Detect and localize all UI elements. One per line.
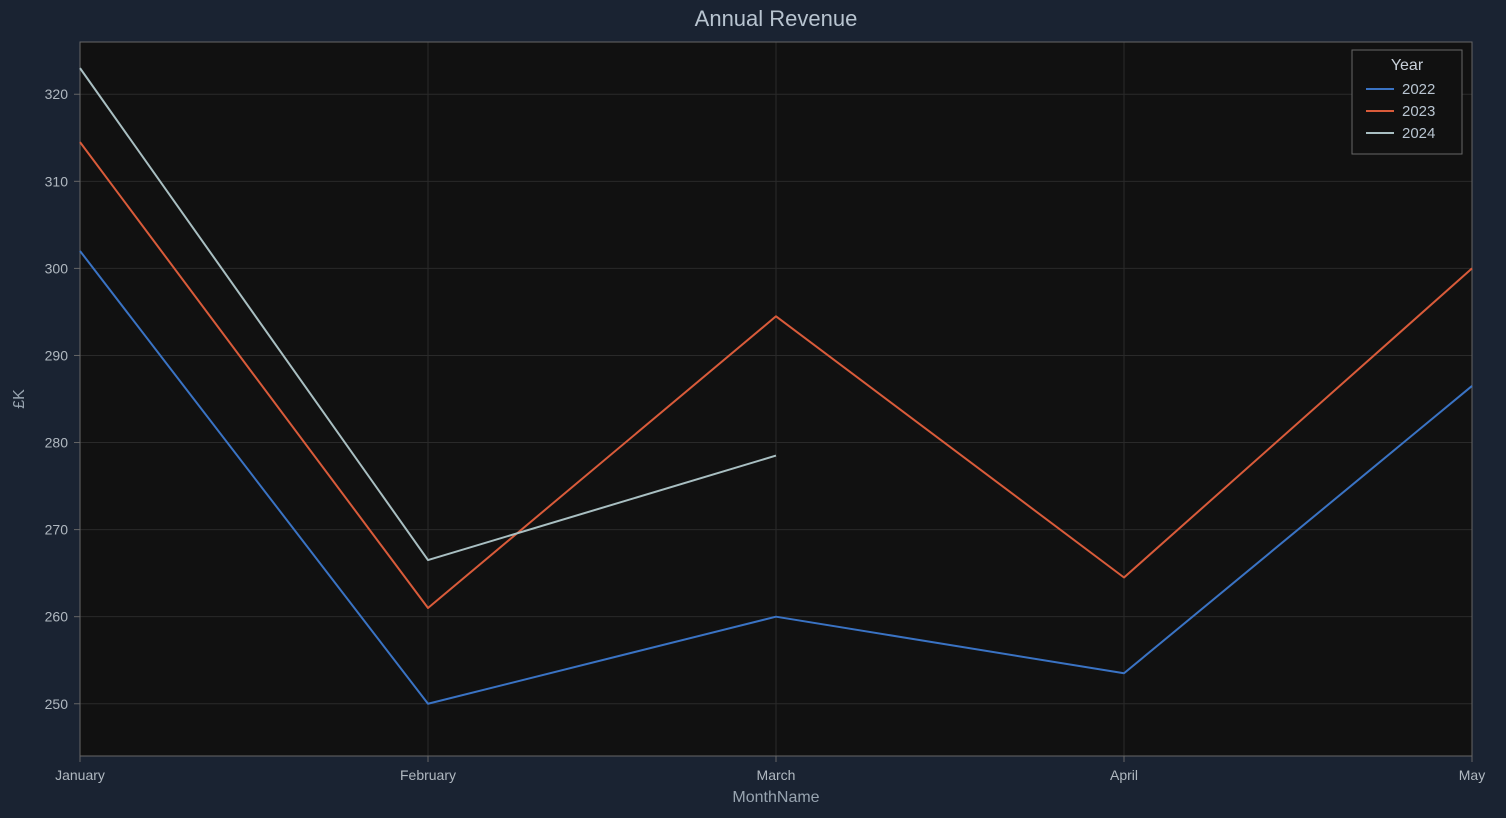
y-tick-label: 310 — [45, 173, 69, 189]
x-tick-label: January — [55, 767, 105, 783]
x-tick-label: March — [757, 767, 796, 783]
x-axis-label: MonthName — [732, 789, 819, 806]
y-tick-label: 260 — [45, 609, 69, 625]
y-tick-label: 290 — [45, 347, 69, 363]
x-tick-label: April — [1110, 767, 1138, 783]
y-tick-label: 320 — [45, 86, 69, 102]
legend-item-label: 2022 — [1402, 81, 1435, 98]
x-tick-label: February — [400, 767, 456, 783]
legend-item-label: 2023 — [1402, 103, 1435, 120]
chart-title: Annual Revenue — [695, 6, 858, 31]
y-tick-label: 280 — [45, 435, 69, 451]
x-tick-label: May — [1459, 767, 1485, 783]
legend: Year 2022 2023 2024 — [1352, 50, 1462, 154]
y-tick-label: 250 — [45, 696, 69, 712]
y-tick-label: 300 — [45, 260, 69, 276]
y-axis-label: £K — [11, 389, 28, 409]
y-tick-label: 270 — [45, 522, 69, 538]
legend-item-label: 2024 — [1402, 125, 1435, 142]
legend-title: Year — [1391, 57, 1424, 74]
revenue-line-chart: 250 260 270 280 290 300 310 320 January February M… — [0, 0, 1506, 818]
